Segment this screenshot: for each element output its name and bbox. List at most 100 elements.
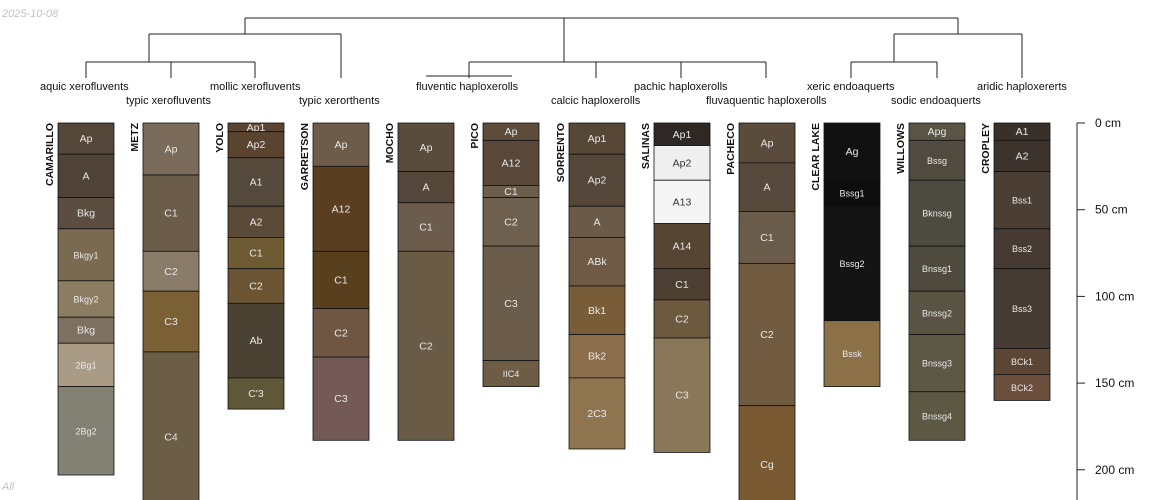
horizon-label: A12 — [332, 203, 351, 215]
taxon-label: fluvaquentic haploxerolls — [706, 95, 827, 107]
horizon-label: Bss2 — [1012, 244, 1032, 254]
horizon-label: C1 — [760, 232, 774, 244]
horizon — [227, 302, 285, 379]
horizon — [738, 122, 796, 164]
horizon-label: Ap — [335, 139, 348, 151]
horizon-label: C3 — [334, 393, 348, 405]
horizon-label: Bk2 — [588, 351, 606, 363]
horizon-label: Ap — [420, 142, 433, 154]
horizon-label: C'3 — [248, 388, 264, 400]
horizon — [397, 250, 455, 441]
taxon-label: pachic haploxerolls — [634, 81, 728, 93]
horizon — [993, 268, 1051, 349]
horizon-label: Ap2 — [673, 157, 692, 169]
horizon — [142, 290, 200, 353]
horizon-label: Bkgy1 — [73, 250, 98, 260]
horizon — [482, 360, 540, 387]
horizon-label: Bkgy2 — [73, 295, 98, 305]
panel-label: All — [2, 481, 15, 493]
profile-garretson: Ap A12 C1 C2 C3 GARRETSON — [299, 122, 370, 441]
horizon — [227, 377, 285, 410]
axis-tick-label: 100 cm — [1095, 289, 1134, 303]
horizon-label: Bssg — [927, 156, 947, 166]
horizon-label: Ab — [250, 335, 263, 347]
horizon-label: Bnssg1 — [922, 264, 952, 274]
horizon-label: Bss1 — [1012, 196, 1032, 206]
horizon-label: Bk1 — [588, 305, 606, 317]
profile-willows: Apg Bssg Bknssg Bnssg1 Bnssg2 Bnssg3 Bnssg4 WIL… — [895, 122, 966, 441]
profile-name: YOLO — [214, 123, 226, 153]
horizon — [653, 299, 711, 339]
horizon — [653, 268, 711, 301]
horizon-label: Bknssg — [922, 209, 952, 219]
taxon-labels: aquic xerofluvents typic xerofluvents moll… — [40, 81, 1067, 107]
horizon-label: Ap — [761, 137, 774, 149]
taxon-label: sodic endoaquerts — [891, 95, 981, 107]
horizon-label: A — [593, 216, 600, 228]
horizon-label: Ag — [846, 146, 859, 158]
horizon-label: BCk1 — [1011, 357, 1033, 367]
horizon-label: Bnssg4 — [922, 412, 952, 422]
horizon-label: Ap2 — [588, 175, 607, 187]
horizon-label: Ap — [165, 144, 178, 156]
horizon — [397, 202, 455, 252]
horizon — [738, 405, 796, 500]
horizon — [908, 290, 966, 335]
horizon — [653, 145, 711, 181]
horizon-label: A13 — [673, 196, 692, 208]
horizon-label: C2 — [760, 329, 774, 341]
profile-camarillo: Ap A Bkg Bkgy1 Bkgy2 Bkg 2Bg1 2Bg2 CAMARILLO — [44, 122, 115, 476]
horizon — [568, 377, 626, 450]
profile-name: GARRETSON — [299, 123, 311, 190]
horizon — [568, 153, 626, 207]
horizon-label: A2 — [250, 216, 263, 228]
horizon-label: A — [82, 170, 89, 182]
horizon — [57, 386, 115, 476]
dendrogram — [85, 17, 1023, 78]
horizon-label: Apg — [928, 126, 947, 138]
horizon — [142, 351, 200, 500]
horizon — [653, 179, 711, 224]
horizon-label: C1 — [164, 208, 178, 220]
horizon — [568, 205, 626, 238]
horizon-label: 2Bg2 — [75, 426, 96, 436]
horizon-label: Bnssg3 — [922, 359, 952, 369]
profile-mocho: Ap A C1 C2 MOCHO — [384, 122, 455, 441]
horizon-label: A — [422, 182, 429, 194]
horizon — [227, 131, 285, 159]
horizon-label: C2 — [164, 266, 178, 278]
profile-pico: Ap A12 C1 C2 C3 IIC4 PICO — [469, 122, 540, 387]
horizon — [568, 122, 626, 155]
horizon-label: Ap1 — [673, 129, 692, 141]
profile-pacheco: Ap A C1 C2 Cg PACHECO — [725, 122, 796, 500]
horizon — [908, 139, 966, 181]
date-label: 2025-10-08 — [2, 8, 59, 20]
horizon — [568, 237, 626, 287]
horizon-label: Ap — [80, 133, 93, 145]
horizon — [823, 320, 881, 387]
profile-name: SALINAS — [640, 123, 652, 169]
axis-tick-label: 0 cm — [1095, 116, 1121, 130]
horizon — [57, 153, 115, 198]
horizon-label: A — [763, 182, 770, 194]
profile-name: MOCHO — [384, 123, 396, 163]
horizon-label: A2 — [1016, 150, 1029, 162]
horizon — [142, 122, 200, 176]
profile-name: WILLOWS — [895, 123, 907, 174]
horizon-label: Bss3 — [1012, 304, 1032, 314]
taxon-label: typic xerofluvents — [126, 95, 211, 107]
horizon — [312, 250, 370, 309]
horizon — [738, 263, 796, 407]
depth-axis: 0 cm 50 cm 100 cm 150 cm 200 cm — [1076, 116, 1134, 500]
profile-name: CROPLEY — [980, 123, 992, 174]
profile-name: SORRENTO — [555, 123, 567, 182]
taxon-label: xeric endoaquerts — [807, 81, 895, 93]
horizon — [908, 334, 966, 393]
profile-salinas: Ap1 Ap2 A13 A14 C1 C2 C3 SALINAS — [640, 122, 711, 453]
horizon-label: A1 — [250, 176, 263, 188]
profile-name: CAMARILLO — [44, 123, 56, 186]
profile-name: METZ — [129, 122, 141, 151]
horizon-label: Bkg — [77, 208, 95, 220]
horizon-label: Bssg1 — [839, 189, 864, 199]
profile-sorrento: Ap1 Ap2 A ABk Bk1 Bk2 2C3 SORRENTO — [555, 122, 626, 450]
